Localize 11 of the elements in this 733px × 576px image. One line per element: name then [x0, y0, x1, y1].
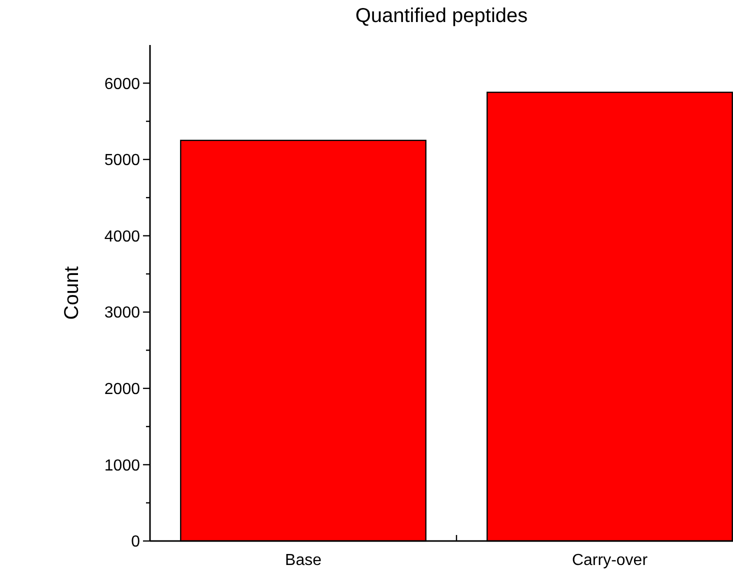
y-tick-label: 6000 [104, 76, 140, 93]
y-tick-label: 3000 [104, 304, 140, 322]
y-axis-title: Count [61, 266, 83, 320]
y-tick-label: 0 [131, 534, 140, 551]
y-tick-label: 5000 [104, 152, 140, 170]
y-tick-label: 1000 [104, 457, 140, 474]
y-tick-label: 2000 [104, 380, 140, 398]
chart-title: Quantified peptides [355, 5, 528, 27]
x-tick-label: Carry-over [572, 552, 648, 569]
x-tick-label: Base [285, 552, 322, 569]
y-tick-label: 4000 [104, 228, 140, 246]
